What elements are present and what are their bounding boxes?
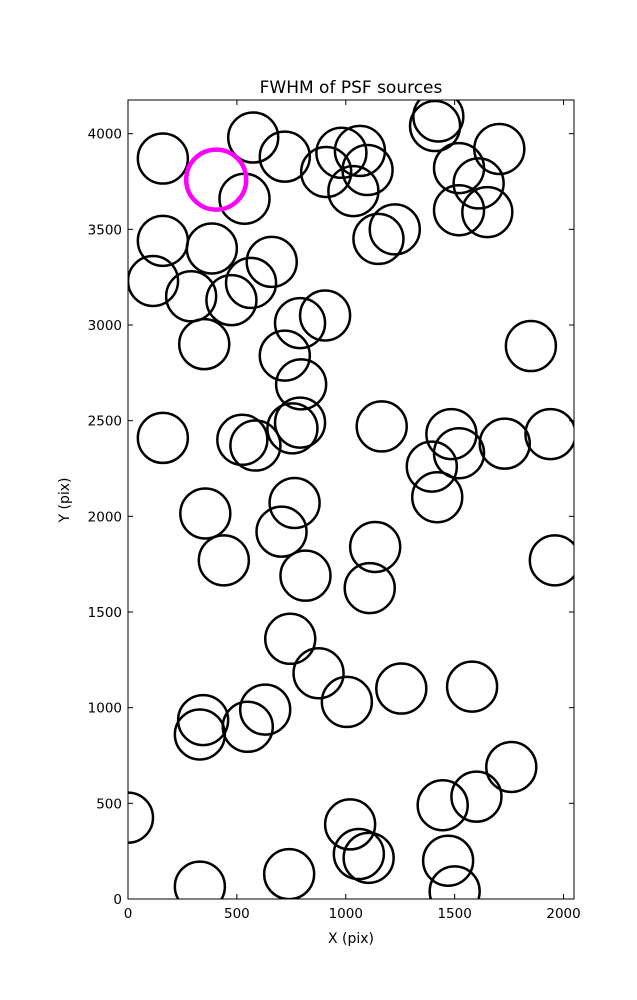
psf-source-marker-14 [461, 185, 514, 239]
psf-source-marker-2 [258, 130, 312, 183]
psf-source-marker-6 [299, 145, 353, 199]
psf-source-marker-19 [368, 203, 422, 256]
x-axis-label: X (pix) [328, 931, 374, 947]
x-tick-label-0: 0 [124, 906, 133, 922]
y-tick-label-7: 3500 [88, 222, 122, 238]
psf-source-marker-25 [273, 296, 327, 350]
psf-source-marker-34 [266, 402, 319, 455]
x-tick-label-1: 500 [224, 906, 250, 922]
psf-source-marker-38 [432, 426, 486, 480]
y-tick-label-4: 2000 [88, 509, 122, 525]
y-tick-label-5: 2500 [88, 414, 122, 430]
psf-source-marker-27 [177, 317, 231, 371]
psf-source-marker-17 [185, 222, 239, 275]
psf-source-marker-32 [216, 413, 269, 467]
psf-source-marker-9 [412, 100, 465, 143]
psf-source-marker-49 [343, 561, 396, 615]
psf-source-marker-30 [504, 319, 558, 373]
psf-source-marker-7 [327, 164, 380, 218]
data-markers [128, 100, 574, 899]
plot-frame [127, 99, 575, 900]
psf-source-marker-69 [262, 847, 316, 899]
psf-source-marker-28 [258, 329, 312, 382]
chart-title: FWHM of PSF sources [260, 78, 443, 98]
psf-source-marker-24 [205, 273, 258, 327]
y-tick-label-8: 4000 [88, 127, 122, 143]
psf-source-marker-63 [128, 791, 155, 844]
psf-source-marker-42 [179, 487, 232, 540]
psf-source-marker-39 [405, 440, 459, 493]
psf-source-marker-8 [408, 100, 462, 153]
x-tick-label-4: 2000 [546, 906, 580, 922]
psf-source-marker-21 [224, 256, 278, 310]
psf-source-marker-51 [263, 612, 317, 666]
psf-source-marker-60 [485, 740, 538, 794]
y-tick-label-2: 1000 [88, 701, 122, 717]
psf-source-marker-64 [323, 798, 377, 851]
psf-source-marker-18 [352, 212, 405, 266]
psf-source-marker-43 [268, 476, 321, 530]
psf-source-marker-20 [245, 235, 298, 289]
y-tick-label-0: 0 [113, 892, 122, 908]
psf-source-marker-29 [274, 358, 328, 411]
psf-source-marker-36 [355, 400, 408, 453]
psf-source-marker-52 [292, 646, 345, 700]
highlighted-source-marker-0 [183, 147, 249, 212]
psf-source-marker-66 [342, 831, 395, 885]
y-tick-label-3: 1500 [88, 605, 122, 621]
psf-source-marker-65 [332, 827, 386, 881]
psf-source-marker-53 [320, 675, 374, 729]
psf-source-marker-23 [164, 270, 218, 323]
psf-source-marker-50 [528, 534, 574, 587]
psf-source-marker-47 [279, 549, 332, 602]
y-tick-label-1: 500 [96, 796, 122, 812]
y-axis-label: Y (pix) [57, 478, 73, 524]
psf-source-marker-62 [416, 778, 469, 832]
psf-source-marker-31 [136, 411, 190, 465]
x-tick-label-2: 1000 [329, 906, 363, 922]
psf-source-marker-11 [432, 141, 486, 195]
psf-source-marker-13 [432, 183, 486, 237]
psf-source-marker-56 [238, 683, 292, 736]
psf-source-marker-41 [524, 407, 574, 461]
psf-source-marker-26 [298, 289, 352, 342]
axis-ticks: 0 500 1000 1500 2000 0 500 1000 1500 2000 2500 3000… [88, 100, 581, 922]
psf-source-marker-3 [315, 126, 368, 180]
x-tick-label-3: 1500 [437, 906, 471, 922]
psf-source-marker-68 [428, 865, 481, 899]
psf-source-marker-55 [445, 660, 499, 713]
psf-source-marker-48 [348, 520, 402, 574]
psf-source-marker-5 [341, 143, 394, 197]
y-tick-label-6: 3000 [88, 318, 122, 334]
psf-source-marker-35 [273, 396, 327, 449]
psf-source-marker-46 [197, 534, 251, 587]
psf-source-marker-59 [221, 700, 275, 754]
psf-source-marker-54 [375, 662, 428, 715]
psf-source-marker-44 [255, 505, 308, 558]
psf-source-marker-33 [229, 419, 282, 472]
psf-source-marker-70 [173, 860, 227, 899]
psf-source-marker-61 [450, 770, 503, 823]
psf-source-marker-12 [452, 157, 505, 210]
psf-source-marker-67 [421, 834, 475, 887]
psf-source-marker-40 [478, 417, 531, 470]
psf-source-marker-45 [410, 470, 464, 524]
psf-source-marker-1 [136, 132, 190, 185]
psf-source-marker-0 [226, 111, 280, 164]
